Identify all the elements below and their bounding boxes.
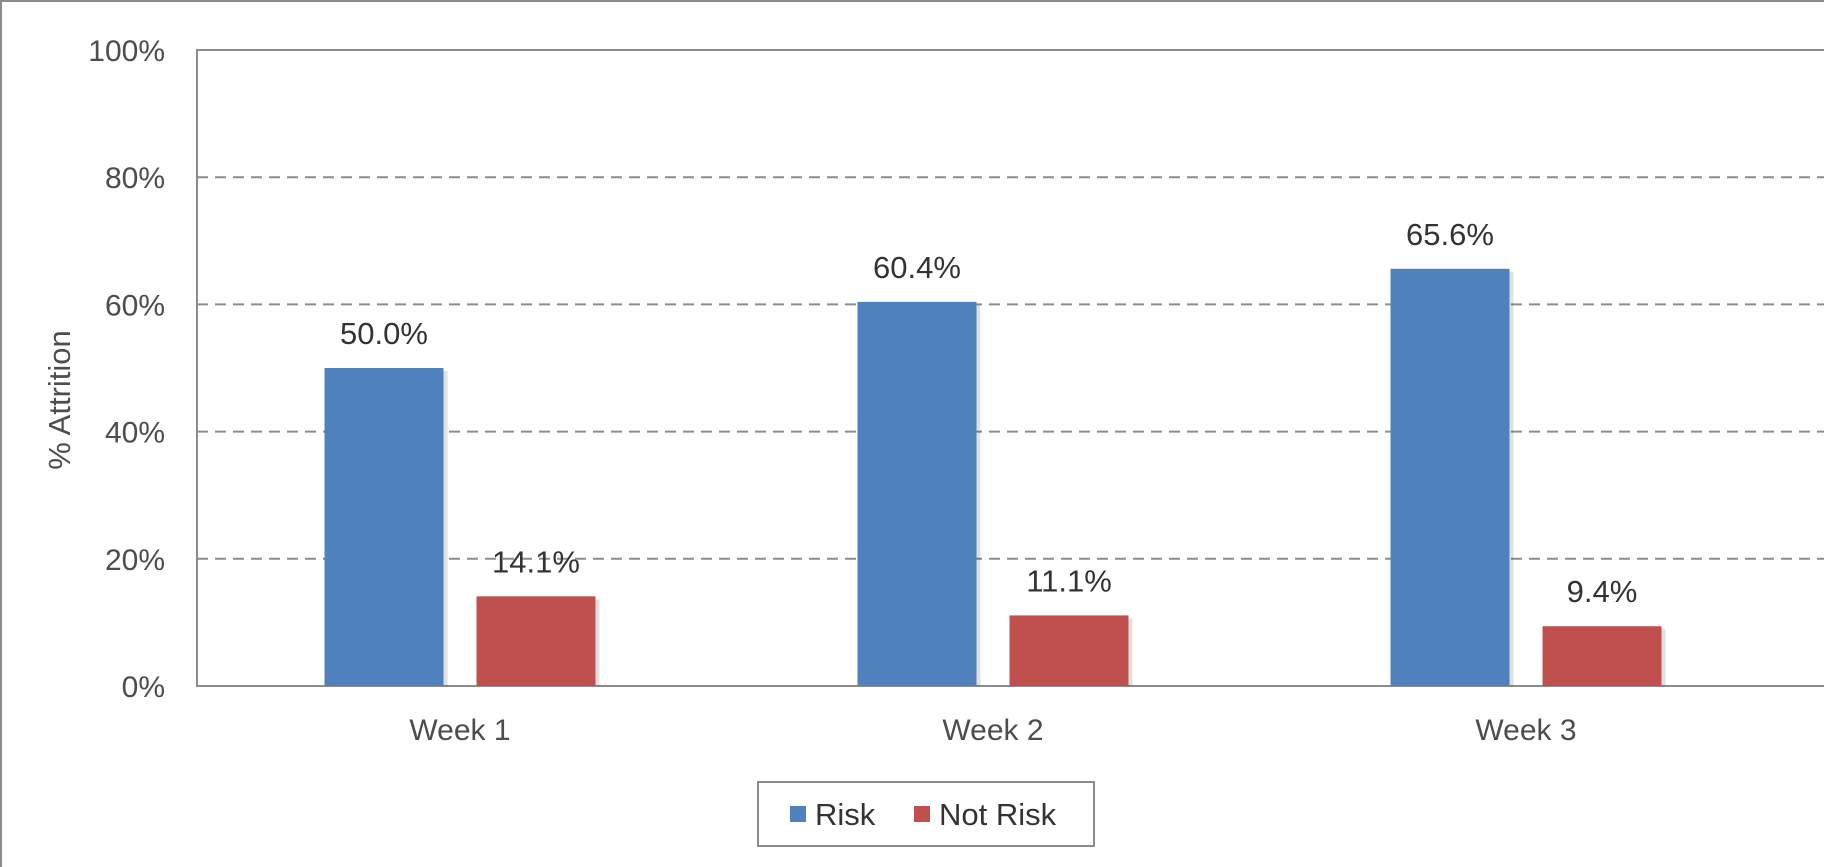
bar-not-risk [1009,615,1129,686]
bars [324,268,1666,686]
data-label: 14.1% [492,544,580,579]
bar-risk [324,368,444,686]
x-tick-label: Week 2 [942,714,1043,747]
bar-not-risk [1542,626,1662,686]
y-tick-label: 100% [88,35,165,68]
data-label: 50.0% [340,316,428,351]
bar-risk [857,301,977,686]
legend: Risk Not Risk [757,781,1095,847]
data-label: 65.6% [1406,217,1494,252]
data-label: 11.1% [1026,563,1112,598]
x-axis-ticks: Week 1 Week 2 Week 3 [409,714,1576,747]
y-tick-label: 60% [105,289,165,322]
x-tick-label: Week 1 [409,714,510,747]
y-tick-label: 20% [105,544,165,577]
data-labels: 50.0% 14.1% 60.4% 11.1% 65.6% 9.4% [340,217,1637,609]
data-label: 9.4% [1567,574,1638,609]
data-label: 60.4% [873,250,961,285]
y-axis-title: % Attrition [42,330,77,470]
bar-not-risk [476,596,596,686]
x-tick-label: Week 3 [1475,714,1576,747]
legend-swatch [914,806,930,822]
legend-label: Not Risk [939,797,1057,832]
y-tick-label: 80% [105,162,165,195]
legend-label: Risk [815,797,876,832]
y-tick-label: 0% [122,671,165,704]
legend-swatch [790,806,806,822]
y-tick-label: 40% [105,417,165,450]
bar-risk [1390,268,1510,686]
y-axis-ticks: 0% 20% 40% 60% 80% 100% [88,35,165,704]
